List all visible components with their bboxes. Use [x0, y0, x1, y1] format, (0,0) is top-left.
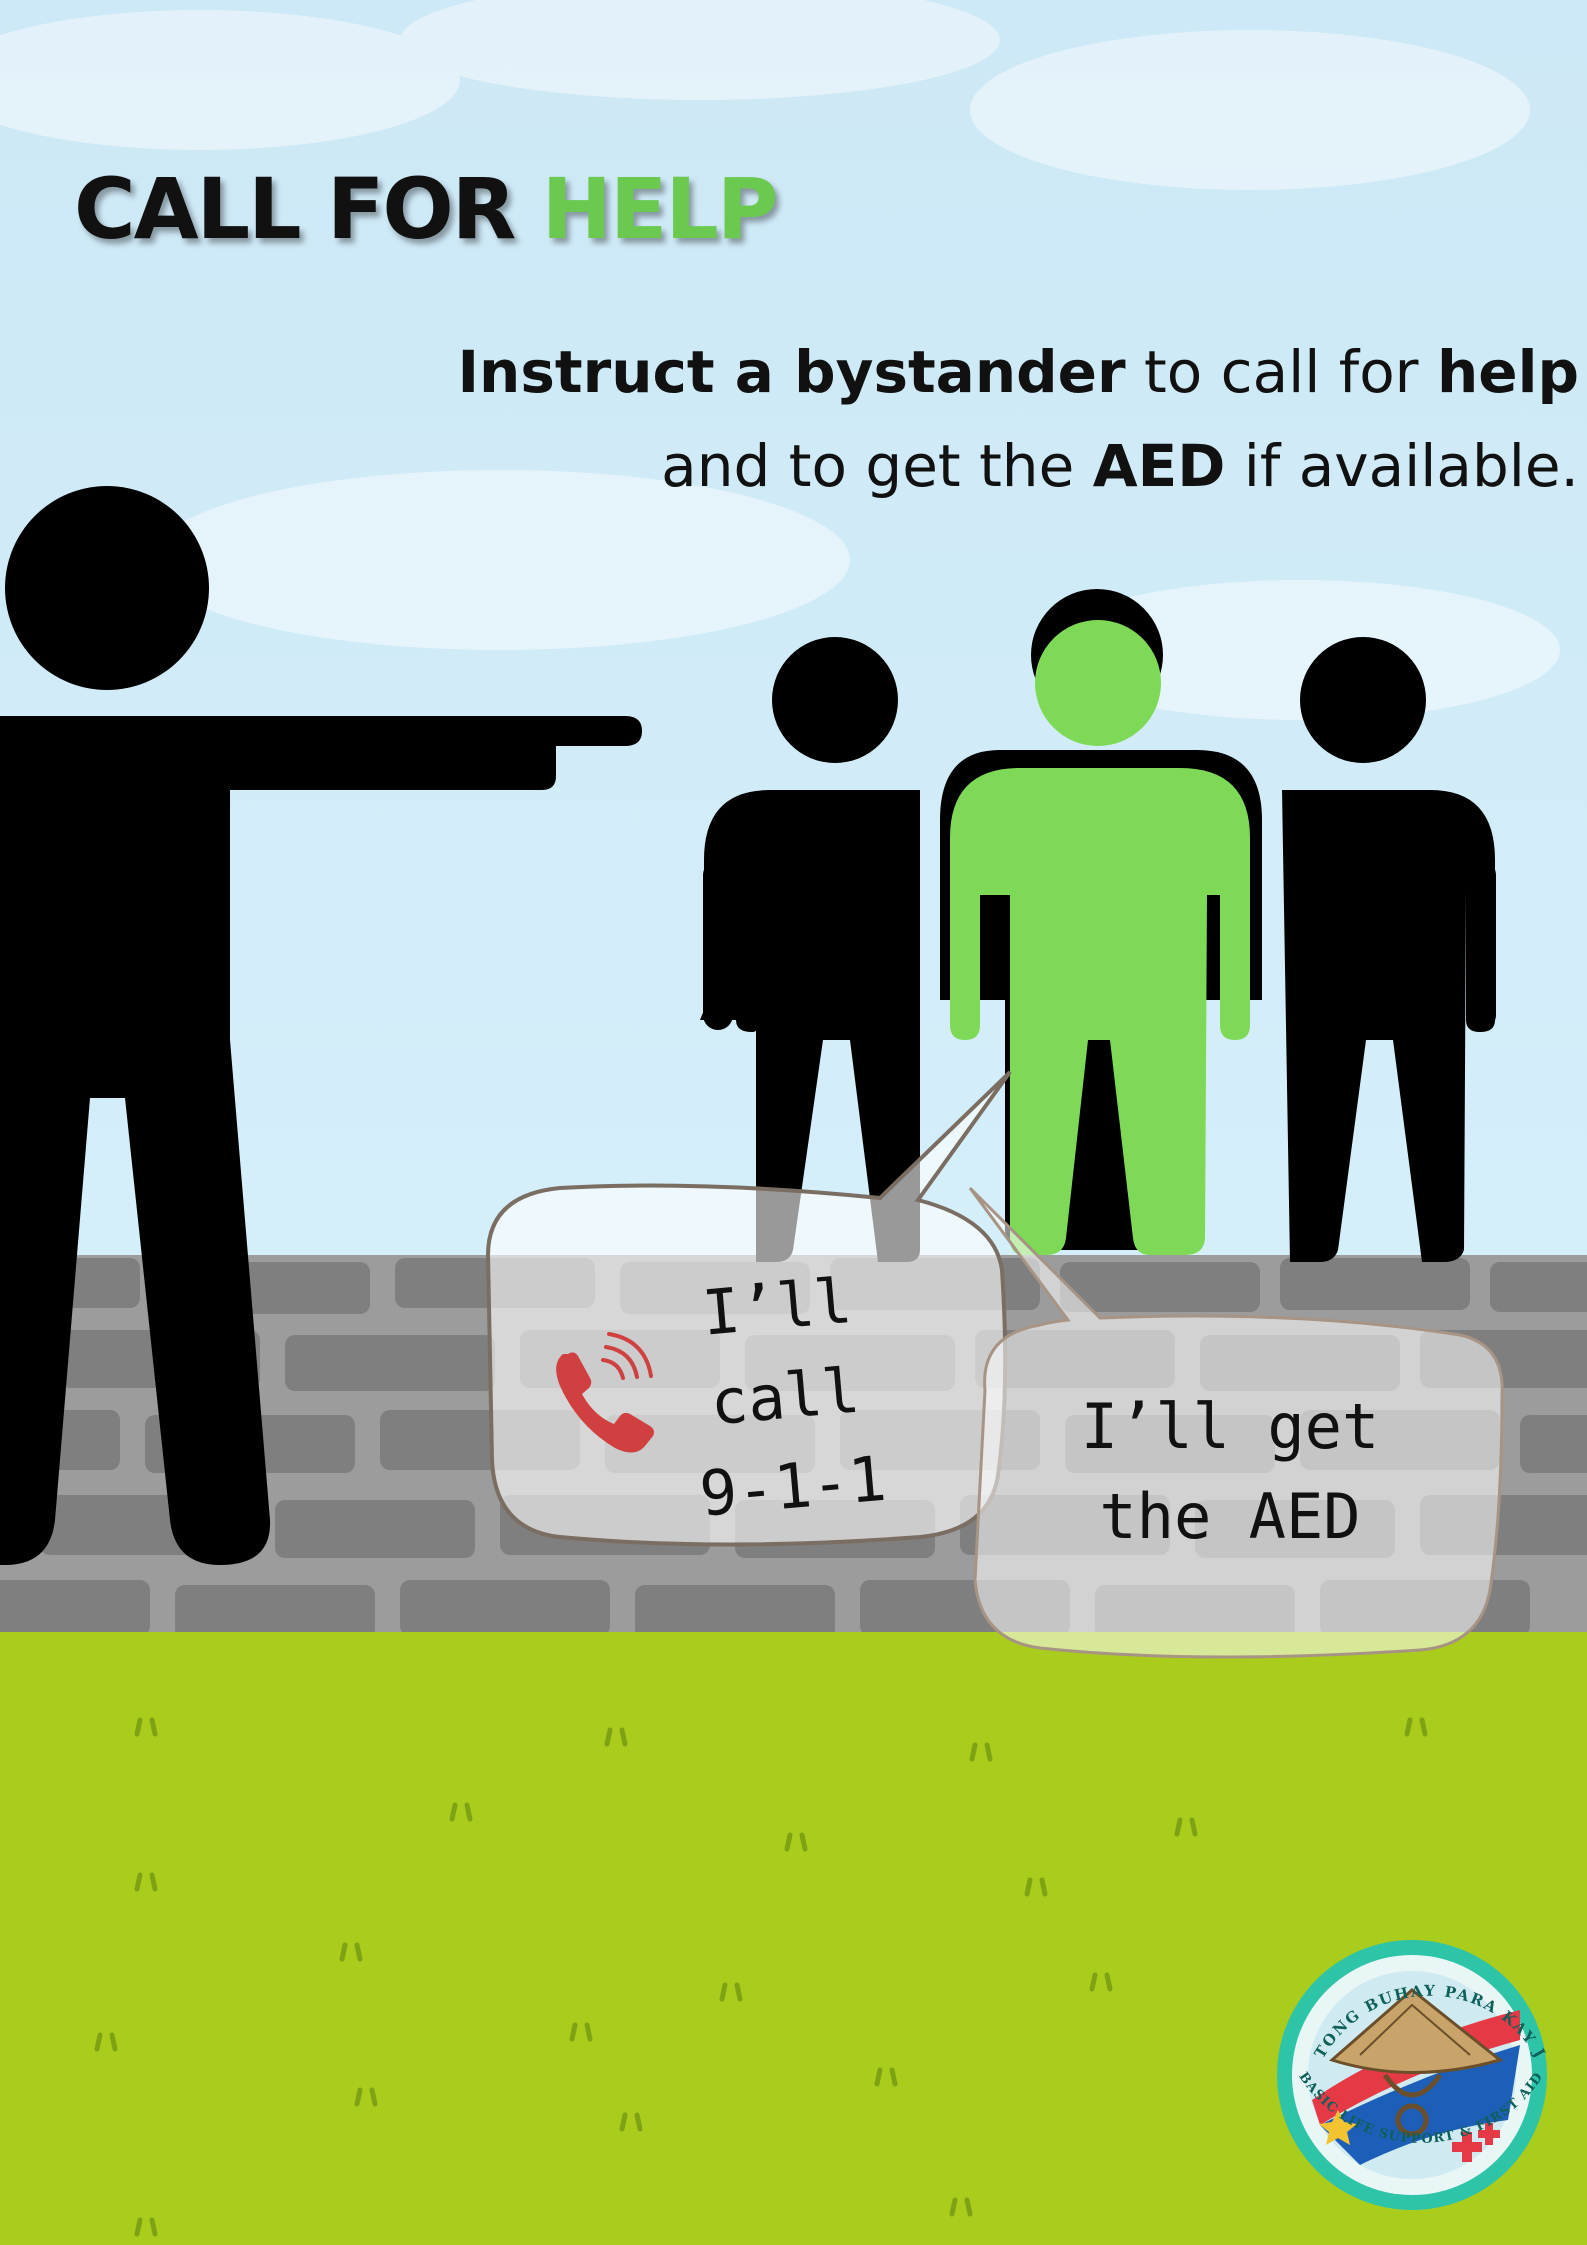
- speech-bubble-aed: [968, 1186, 1504, 1659]
- instruction-line-2: and to get the AED if available.: [179, 419, 1579, 513]
- bystander-right-figure: [1282, 637, 1496, 1262]
- speech-call-line-1: I’ll call: [699, 1263, 863, 1440]
- clouds: [0, 0, 1560, 720]
- page-title: CALL FOR HELP: [74, 160, 779, 258]
- instruction-plain-1: to call for: [1125, 338, 1437, 406]
- title-part-help: HELP: [541, 160, 779, 258]
- speech-aed-text: I’ll get the AED: [1050, 1382, 1410, 1562]
- speech-call-text: I’ll call 9-1-1: [609, 1248, 961, 1546]
- speech-aed-line-2: the AED: [1099, 1480, 1361, 1553]
- instruction-text: Instruct a bystander to call for help an…: [179, 325, 1579, 513]
- instruction-plain-3: if available.: [1225, 432, 1579, 500]
- instruction-bold-bystander: Instruct a bystander: [457, 338, 1126, 406]
- instruction-bold-aed: AED: [1092, 432, 1226, 500]
- instruction-line-1: Instruct a bystander to call for help: [179, 325, 1579, 419]
- speech-aed-line-1: I’ll get: [1080, 1390, 1380, 1463]
- phone-ringing-icon: [556, 1332, 654, 1453]
- instruction-bold-help: help: [1436, 338, 1579, 406]
- bystander-left-figure: [700, 637, 920, 1262]
- title-part-call-for: CALL FOR: [74, 160, 542, 258]
- bystander-center-figure: [950, 620, 1250, 1255]
- pointing-person-figure: [0, 486, 642, 1565]
- instruction-plain-2: and to get the: [661, 432, 1093, 500]
